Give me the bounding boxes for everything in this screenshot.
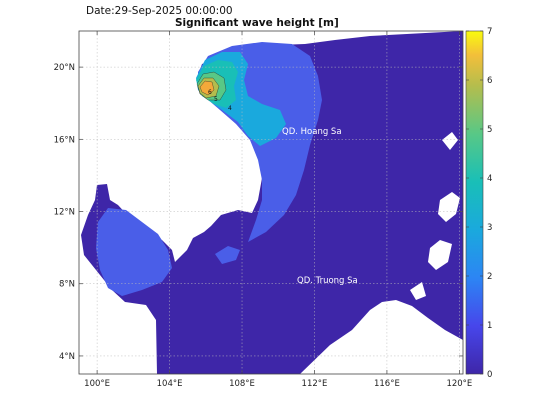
wave-band-small-coast xyxy=(215,246,240,264)
colorbar-tick-label: 4 xyxy=(487,174,492,184)
borneo-land xyxy=(300,300,463,374)
contour-label-5: 5 xyxy=(214,96,218,103)
x-tick-label: 100°E xyxy=(84,379,110,389)
colorbar-ticks: 0 1 2 3 4 5 6 7 xyxy=(466,27,492,380)
contour-lines xyxy=(196,71,227,101)
map-title: Significant wave height [m] xyxy=(175,17,339,29)
contour-label-4: 4 xyxy=(228,105,232,112)
y-tick-label: 12°N xyxy=(54,208,75,218)
x-tick-label: 104°E xyxy=(157,379,183,389)
colorbar-tick-label: 3 xyxy=(487,223,492,233)
wave-band-gulf-thailand xyxy=(96,208,172,296)
colorbar-tick-label: 6 xyxy=(487,76,492,86)
grid-lines xyxy=(79,31,463,374)
y-tick-label: 16°N xyxy=(54,135,75,145)
contour-label-6: 6 xyxy=(208,89,212,96)
x-tick-label: 108°E xyxy=(229,379,255,389)
y-axis: 4°N 8°N 12°N 16°N 20°N xyxy=(54,63,463,362)
x-axis: 100°E 104°E 108°E 112°E 116°E 120°E xyxy=(84,31,472,389)
x-tick-label: 112°E xyxy=(302,379,328,389)
date-label: Date:29-Sep-2025 00:00:00 xyxy=(86,5,233,17)
philippines-land xyxy=(410,132,460,300)
wave-band-6plus xyxy=(200,81,214,95)
x-tick-label: 120°E xyxy=(446,379,472,389)
colorbar-tick-label: 5 xyxy=(487,125,492,135)
map-frame xyxy=(78,30,464,375)
colorbar-tick-label: 0 xyxy=(487,370,492,380)
annotation-truong-sa: QD. Truong Sa xyxy=(297,276,358,286)
colorbar-tick-label: 2 xyxy=(487,272,492,282)
map-area: QD. Hoang Sa QD. Truong Sa 4 5 6 xyxy=(79,31,463,374)
annotation-hoang-sa: QD. Hoang Sa xyxy=(282,127,342,137)
colorbar-tick-label: 7 xyxy=(487,27,492,37)
y-tick-label: 8°N xyxy=(59,280,75,290)
colorbar-tick-label: 1 xyxy=(487,321,492,331)
colorbar xyxy=(465,30,484,375)
x-tick-label: 116°E xyxy=(374,379,400,389)
y-tick-label: 4°N xyxy=(59,352,75,362)
y-tick-label: 20°N xyxy=(54,63,75,73)
